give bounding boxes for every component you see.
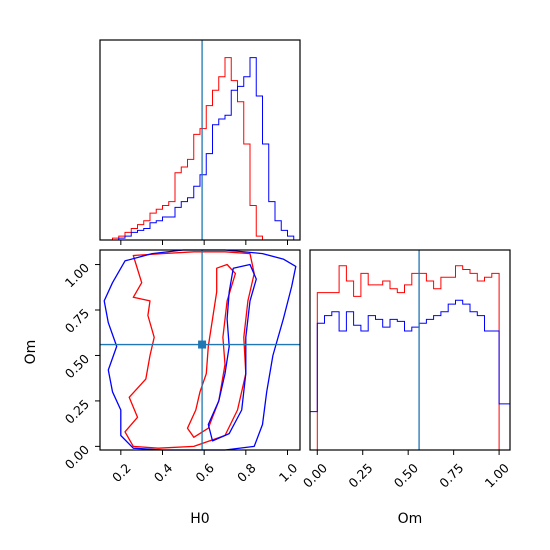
contour-y-tick-label-1: 0.25 <box>62 396 92 426</box>
x-axis-label-om: Om <box>398 511 423 527</box>
contour-panel: 0.2 0.4 0.6 0.8 1.0 0.000.250.500.751.00 H0 … <box>23 249 301 527</box>
hist-om-x-tick-label-4: 1.00 <box>482 460 512 490</box>
contour-x-tick-label-3: 0.8 <box>234 460 259 485</box>
contour-y-tick-label-4: 1.00 <box>62 260 92 290</box>
contour-blue-level-1 <box>207 263 257 442</box>
contour-y-tick-label-2: 0.50 <box>62 351 92 381</box>
hist-h0-series-blue <box>100 57 300 241</box>
hist-om-x-tick-label-3: 0.75 <box>436 460 466 490</box>
hist-h0-marks <box>100 40 300 245</box>
hist-h0-panel <box>99 39 301 245</box>
hist-h0-series-red <box>100 57 300 241</box>
contour-x-tick-label-4: 1.0 <box>276 460 301 485</box>
contour-frame <box>99 249 301 451</box>
contour-y-tick-label-0: 0.00 <box>62 442 92 472</box>
hist-om-series-red <box>310 265 510 451</box>
contour-x-tick-label-0: 0.2 <box>109 460 134 485</box>
hist-om-x-tick-label-0: 0.00 <box>300 460 330 490</box>
y-axis-label-om: Om <box>23 340 39 365</box>
hist-om-x-tick-label-1: 0.25 <box>345 460 375 490</box>
contour-red-level-1 <box>186 263 237 438</box>
hist-om-x-tick-label-2: 0.50 <box>391 460 421 490</box>
contour-marks <box>100 249 300 451</box>
contour-red-level-0 <box>124 251 255 449</box>
hist-om-marks <box>309 250 511 451</box>
contour-y-tick-label-3: 0.75 <box>62 306 92 336</box>
hist-om-panel: 0.00 0.25 0.50 0.75 1.00 Om <box>300 249 512 527</box>
contour-y-ticks: 0.00 0.25 0.50 0.75 1.00 <box>62 260 100 472</box>
contour-x-ticks: 0.2 0.4 0.6 0.8 1.0 <box>109 450 300 485</box>
hist-om-series-blue <box>309 299 511 450</box>
contour-blue-level-0 <box>103 249 297 451</box>
truth-marker <box>198 340 207 349</box>
x-axis-label-h0: H0 <box>190 511 209 527</box>
hist-om-frame <box>309 249 511 451</box>
hist-h0-frame <box>99 39 301 241</box>
contour-x-tick-label-1: 0.4 <box>151 460 176 485</box>
hist-om-x-ticks: 0.00 0.25 0.50 0.75 1.00 <box>300 450 512 491</box>
contour-x-tick-label-2: 0.6 <box>192 460 217 485</box>
